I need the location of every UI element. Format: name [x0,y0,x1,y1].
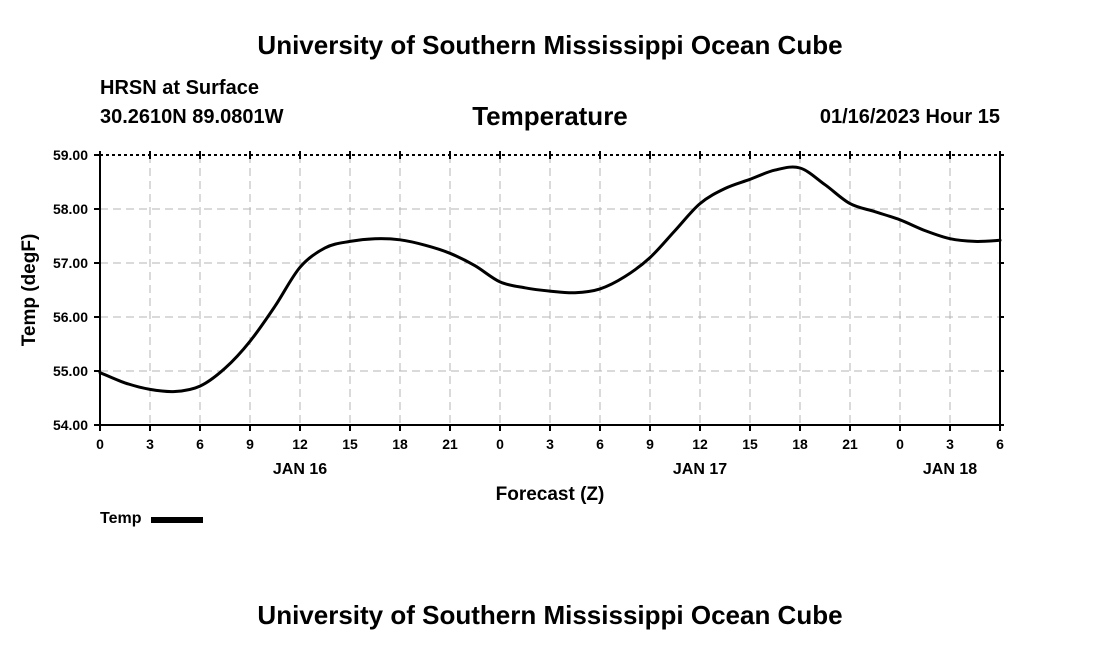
y-tick-label: 54.00 [53,417,88,433]
station-coordinates: 30.2610N 89.0801W [100,106,284,128]
x-tick-label: 6 [596,436,604,452]
y-tick-label: 57.00 [53,255,88,271]
x-tick-label: 9 [246,436,254,452]
temperature-chart: 54.00 55.00 56.00 57.00 58.00 59.00 0 3 6 9 12 15 18… [19,147,1004,505]
forecast-timestamp: 01/16/2023 Hour 15 [819,106,1000,128]
footer-title: University of Southern Mississippi Ocean… [257,600,843,630]
y-tick-label: 58.00 [53,201,88,217]
y-axis-label: Temp (degF) [19,234,40,347]
date-label: JAN 17 [673,461,727,478]
x-tick-label: 0 [96,436,104,452]
x-tick-label: 9 [646,436,654,452]
y-tick-label: 59.00 [53,147,88,163]
x-tick-label: 21 [442,436,458,452]
x-tick-label: 12 [692,436,708,452]
series-line-temp [98,165,1002,394]
chart-title: Temperature [472,101,628,131]
x-tick-label: 18 [792,436,808,452]
x-tick-label: 3 [146,436,154,452]
x-tick-label: 15 [342,436,358,452]
y-tick-label: 56.00 [53,309,88,325]
x-tick-label: 12 [292,436,308,452]
x-tick-label: 6 [196,436,204,452]
date-label: JAN 16 [273,461,327,478]
x-tick-label: 6 [996,436,1004,452]
x-tick-label: 3 [946,436,954,452]
date-label: JAN 18 [923,461,977,478]
page-title: University of Southern Mississippi Ocean… [257,30,843,60]
x-tick-label: 0 [896,436,904,452]
y-tick-label: 55.00 [53,363,88,379]
x-tick-label: 3 [546,436,554,452]
legend-label: Temp [100,510,142,527]
station-name: HRSN at Surface [100,77,259,99]
legend-line-swatch [151,517,204,523]
x-tick-label: 21 [842,436,858,452]
x-axis-label: Forecast (Z) [496,484,605,505]
x-tick-label: 15 [742,436,758,452]
legend: Temp [100,510,204,528]
x-tick-label: 0 [496,436,504,452]
x-tick-label: 18 [392,436,408,452]
